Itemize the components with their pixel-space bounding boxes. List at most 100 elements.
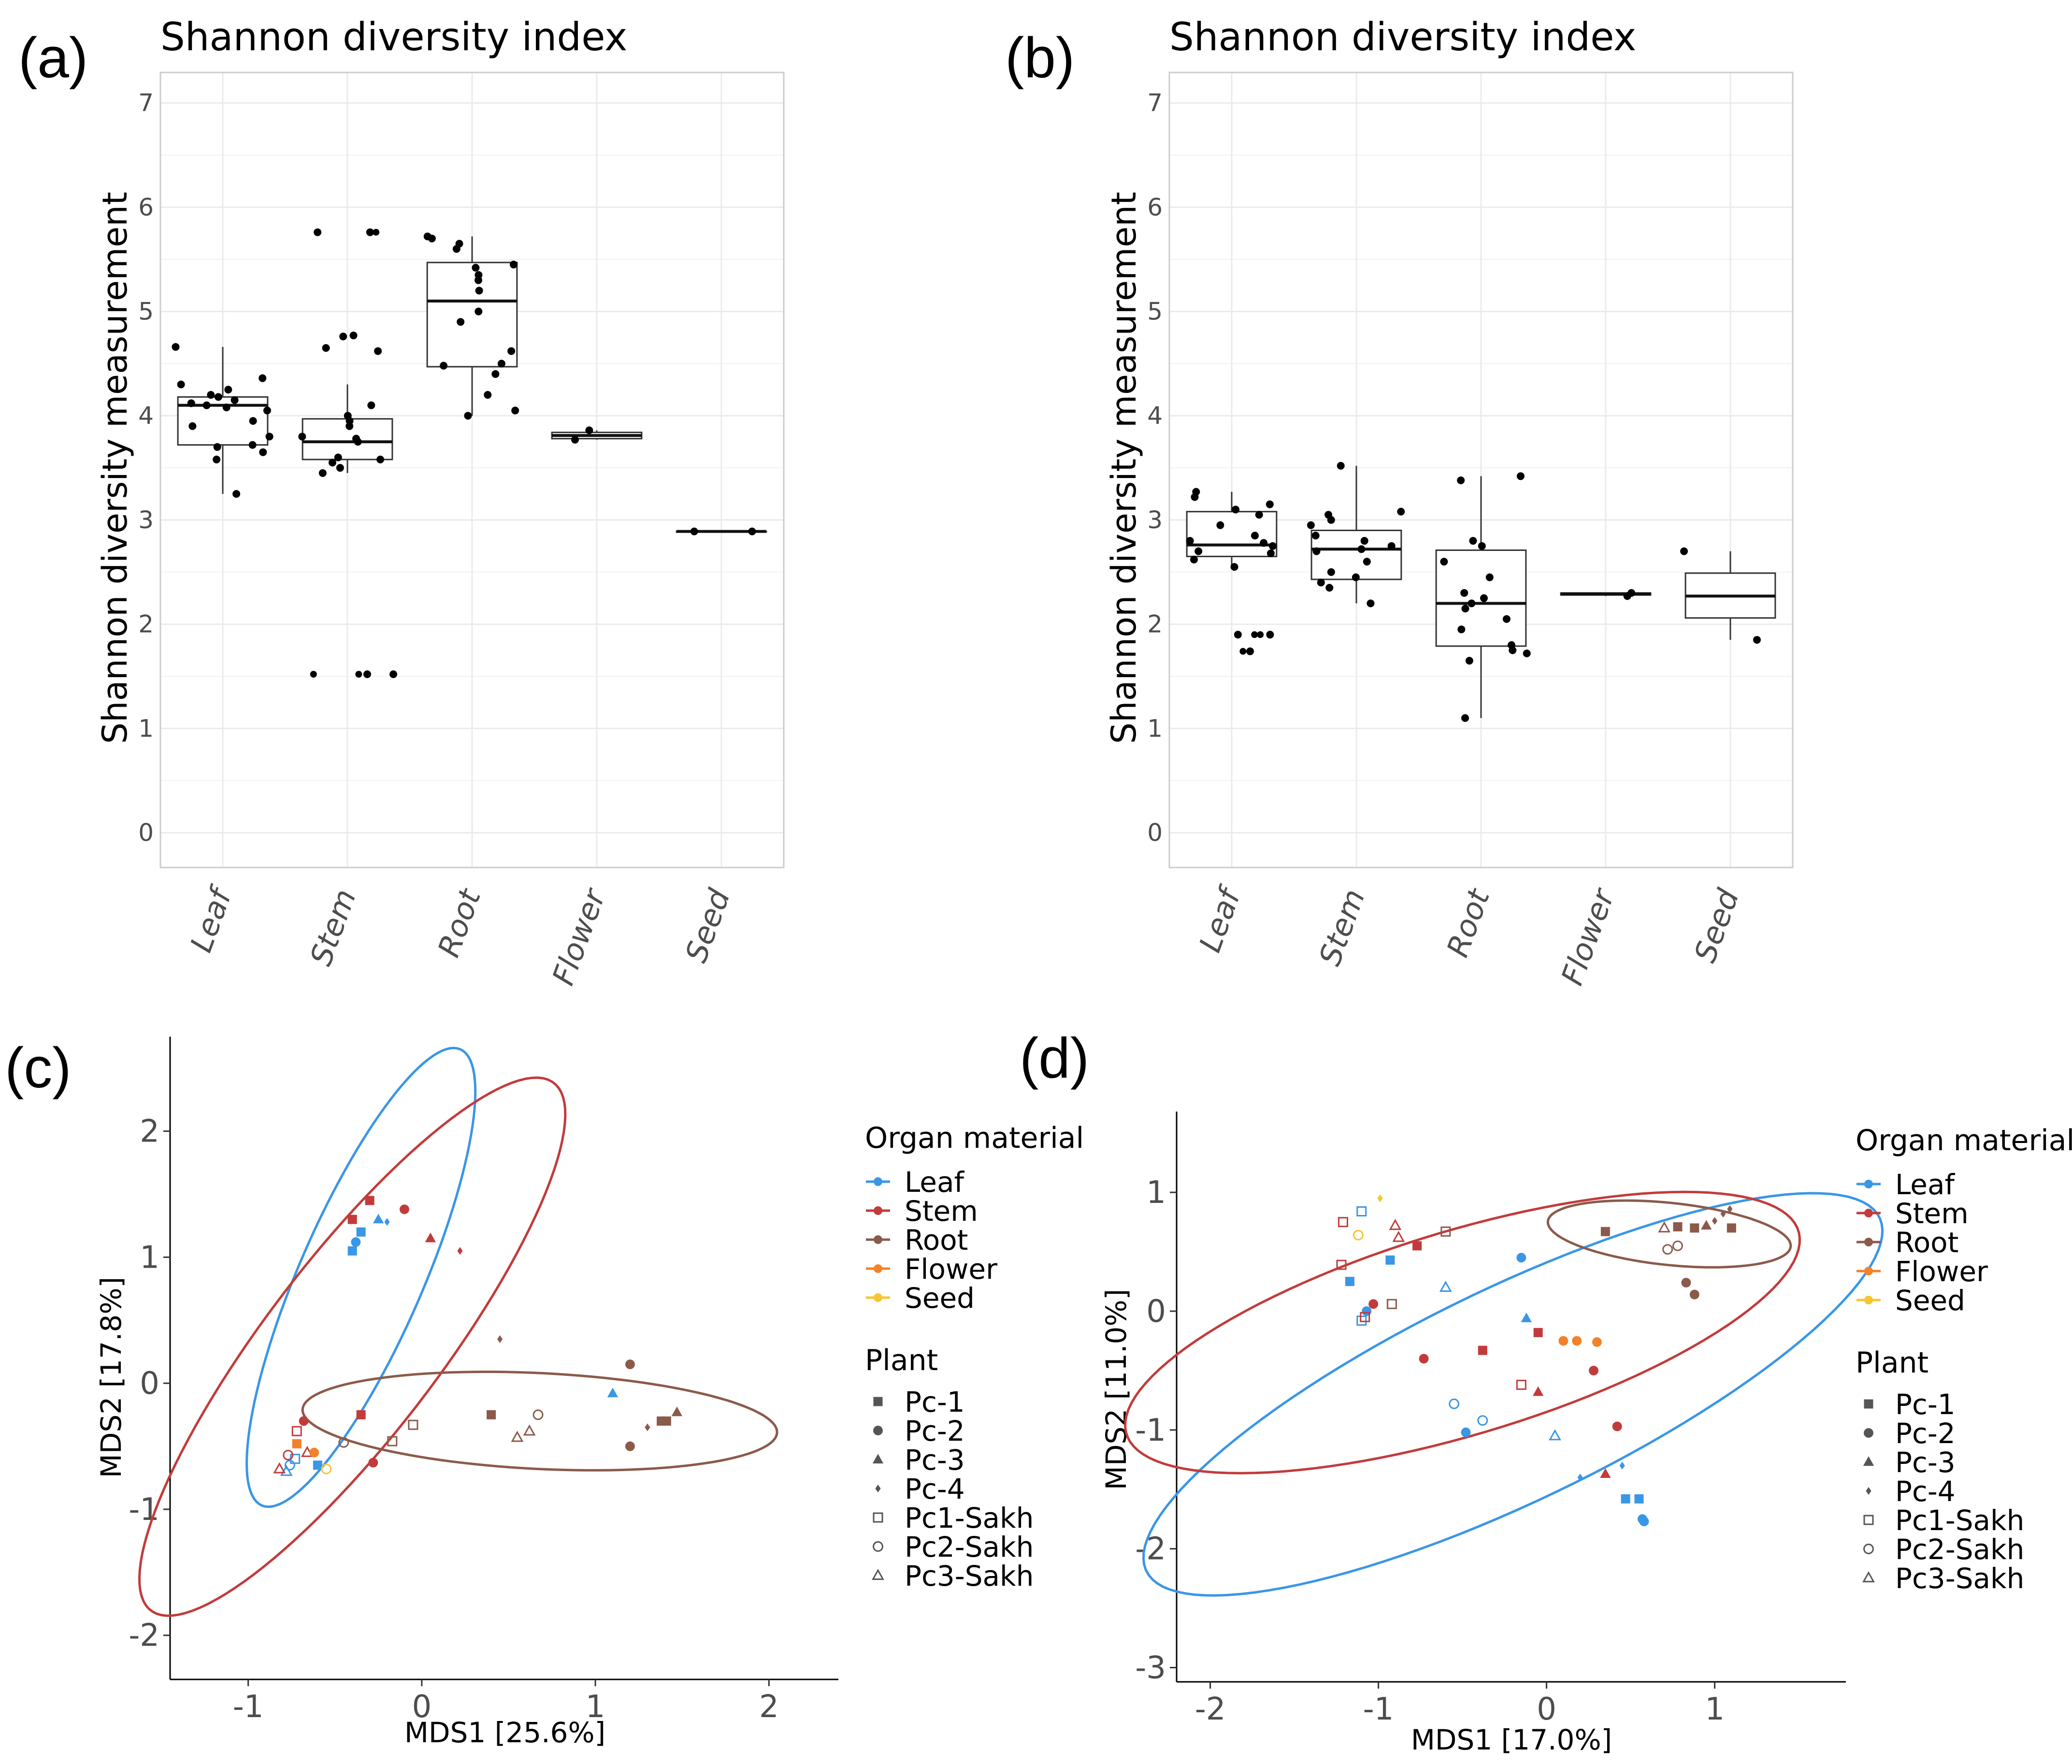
panel-a-border	[159, 72, 785, 868]
legend-dot-seed	[874, 1293, 882, 1302]
point-root-pc1-sakh	[408, 1419, 418, 1430]
point-leaf-pc-3	[373, 1214, 384, 1224]
panel-d-y-axis-label: MDS2 [11.0%]	[1100, 1289, 1133, 1490]
point-root-pc1-sakh	[387, 1436, 398, 1446]
data-point	[474, 276, 482, 284]
point-stem-pc-1	[356, 1410, 366, 1419]
data-point	[1266, 631, 1274, 639]
point-leaf-pc-1	[1345, 1277, 1354, 1287]
y-tick-label: 5	[1147, 298, 1163, 326]
y-tick-label: 1	[138, 714, 154, 742]
point-flower-pc-2	[309, 1447, 319, 1458]
point-leaf-pc2-sakh	[284, 1460, 295, 1471]
data-point	[1311, 532, 1320, 540]
point-root-pc2-sakh	[1672, 1240, 1683, 1251]
legend-dot-stem	[874, 1206, 882, 1215]
data-point	[336, 464, 344, 472]
data-point	[177, 380, 185, 389]
point-root-pc-2	[625, 1359, 635, 1369]
data-point	[248, 441, 257, 449]
data-point	[1468, 599, 1476, 607]
y-tick-label: 2	[138, 610, 154, 638]
data-point	[1461, 605, 1469, 613]
data-point	[1387, 542, 1396, 550]
ellipse-leaf	[1142, 1192, 1884, 1597]
data-point	[509, 260, 518, 269]
point-leaf-pc-1	[356, 1227, 366, 1237]
data-point	[328, 459, 336, 467]
data-point	[1457, 625, 1466, 634]
point-stem-pc1-sakh	[291, 1426, 302, 1436]
point-stem-pc-4	[457, 1247, 463, 1255]
data-point	[1325, 584, 1334, 592]
point-root-pc-1	[1600, 1227, 1610, 1236]
point-leaf-pc-4	[1577, 1474, 1583, 1482]
panel-d-mds: (d) MDS2 [11.0%] MDS1 [17.0%] -2 -1 0 1-3-2…	[1020, 1027, 2072, 1756]
legend-label-pc2-sakh: Pc2-Sakh	[1895, 1533, 2024, 1566]
data-point	[207, 391, 215, 399]
point-stem-pc1-sakh	[1516, 1379, 1526, 1390]
legend-shape-pc3-sakh	[1862, 1571, 1875, 1583]
legend-shape-pc-2	[1864, 1428, 1873, 1438]
data-point	[491, 370, 500, 378]
data-point	[202, 401, 211, 409]
data-point	[1360, 537, 1368, 545]
legend-label-pc-2: Pc-2	[905, 1415, 965, 1447]
x-tick-label: 1	[586, 1689, 605, 1725]
legend-label-pc3-sakh: Pc3-Sakh	[905, 1560, 1034, 1592]
outlier-point	[373, 229, 380, 236]
point-flower-pc-2	[1558, 1336, 1568, 1346]
legend-label-leaf: Leaf	[905, 1166, 965, 1199]
point-stem-pc1-sakh	[1360, 1312, 1370, 1322]
data-point	[1312, 547, 1321, 555]
data-point	[1465, 657, 1473, 665]
point-leaf-pc-2	[1516, 1253, 1526, 1263]
data-point	[298, 433, 306, 441]
point-root-pc1-sakh	[1386, 1299, 1397, 1309]
data-point	[1516, 472, 1525, 480]
data-point	[214, 393, 222, 401]
ellipse-stem	[1124, 1190, 1801, 1475]
data-point	[259, 448, 267, 456]
data-point	[389, 670, 398, 679]
y-tick-label: -2	[1135, 1532, 1166, 1567]
data-point	[1186, 537, 1194, 545]
point-stem-pc-3	[1600, 1468, 1611, 1478]
legend-dot-flower	[1864, 1267, 1873, 1275]
point-leaf-pc-1	[347, 1246, 357, 1256]
panel-d-axes: -2 -1 0 1 -3 -2 -1 0 1	[1135, 1112, 1846, 1727]
y-tick-label: 7	[138, 89, 154, 117]
data-point	[1255, 511, 1263, 519]
data-point	[363, 670, 371, 679]
data-point	[475, 287, 483, 295]
legend-label-stem: Stem	[905, 1195, 978, 1228]
panel-label-a: (a)	[18, 26, 88, 90]
point-leaf-pc-1	[1621, 1494, 1630, 1504]
data-point	[318, 469, 327, 477]
data-point	[571, 435, 579, 444]
point-stem-pc-2	[1419, 1354, 1429, 1364]
legend-label-pc-4: Pc-4	[905, 1473, 965, 1505]
panel-d-legend: Organ material Plant LeafStemRootFlowerS…	[1856, 1124, 2072, 1595]
legend-label-pc2-sakh: Pc2-Sakh	[905, 1531, 1034, 1563]
data-point	[1480, 594, 1488, 602]
data-point	[188, 422, 197, 430]
point-root-pc3-sakh	[511, 1431, 524, 1442]
point-root-pc-2	[625, 1441, 635, 1451]
legend-dot-flower	[874, 1264, 882, 1273]
panel-b-y-ticks: 0 1 2 3 4 5 6 7	[1147, 89, 1163, 847]
data-point	[1523, 649, 1531, 657]
data-point	[222, 403, 230, 411]
panel-label-d: (d)	[1020, 1027, 1089, 1090]
panel-c-y-axis-label: MDS2 [17.8%]	[95, 1277, 128, 1478]
point-stem-pc-2	[1368, 1299, 1379, 1309]
point-stem-pc-3	[1532, 1386, 1544, 1396]
panel-c-legend: Organ material Plant LeafStemRootFlowerS…	[865, 1121, 1084, 1592]
point-root-pc-1	[662, 1416, 671, 1426]
data-point	[1469, 537, 1477, 545]
panel-b-y-axis-label: Shannon diversity measurement	[1104, 192, 1144, 744]
point-leaf-pc-1	[313, 1460, 322, 1470]
y-tick-label: 6	[138, 193, 154, 221]
y-tick-label: 6	[1147, 193, 1163, 221]
